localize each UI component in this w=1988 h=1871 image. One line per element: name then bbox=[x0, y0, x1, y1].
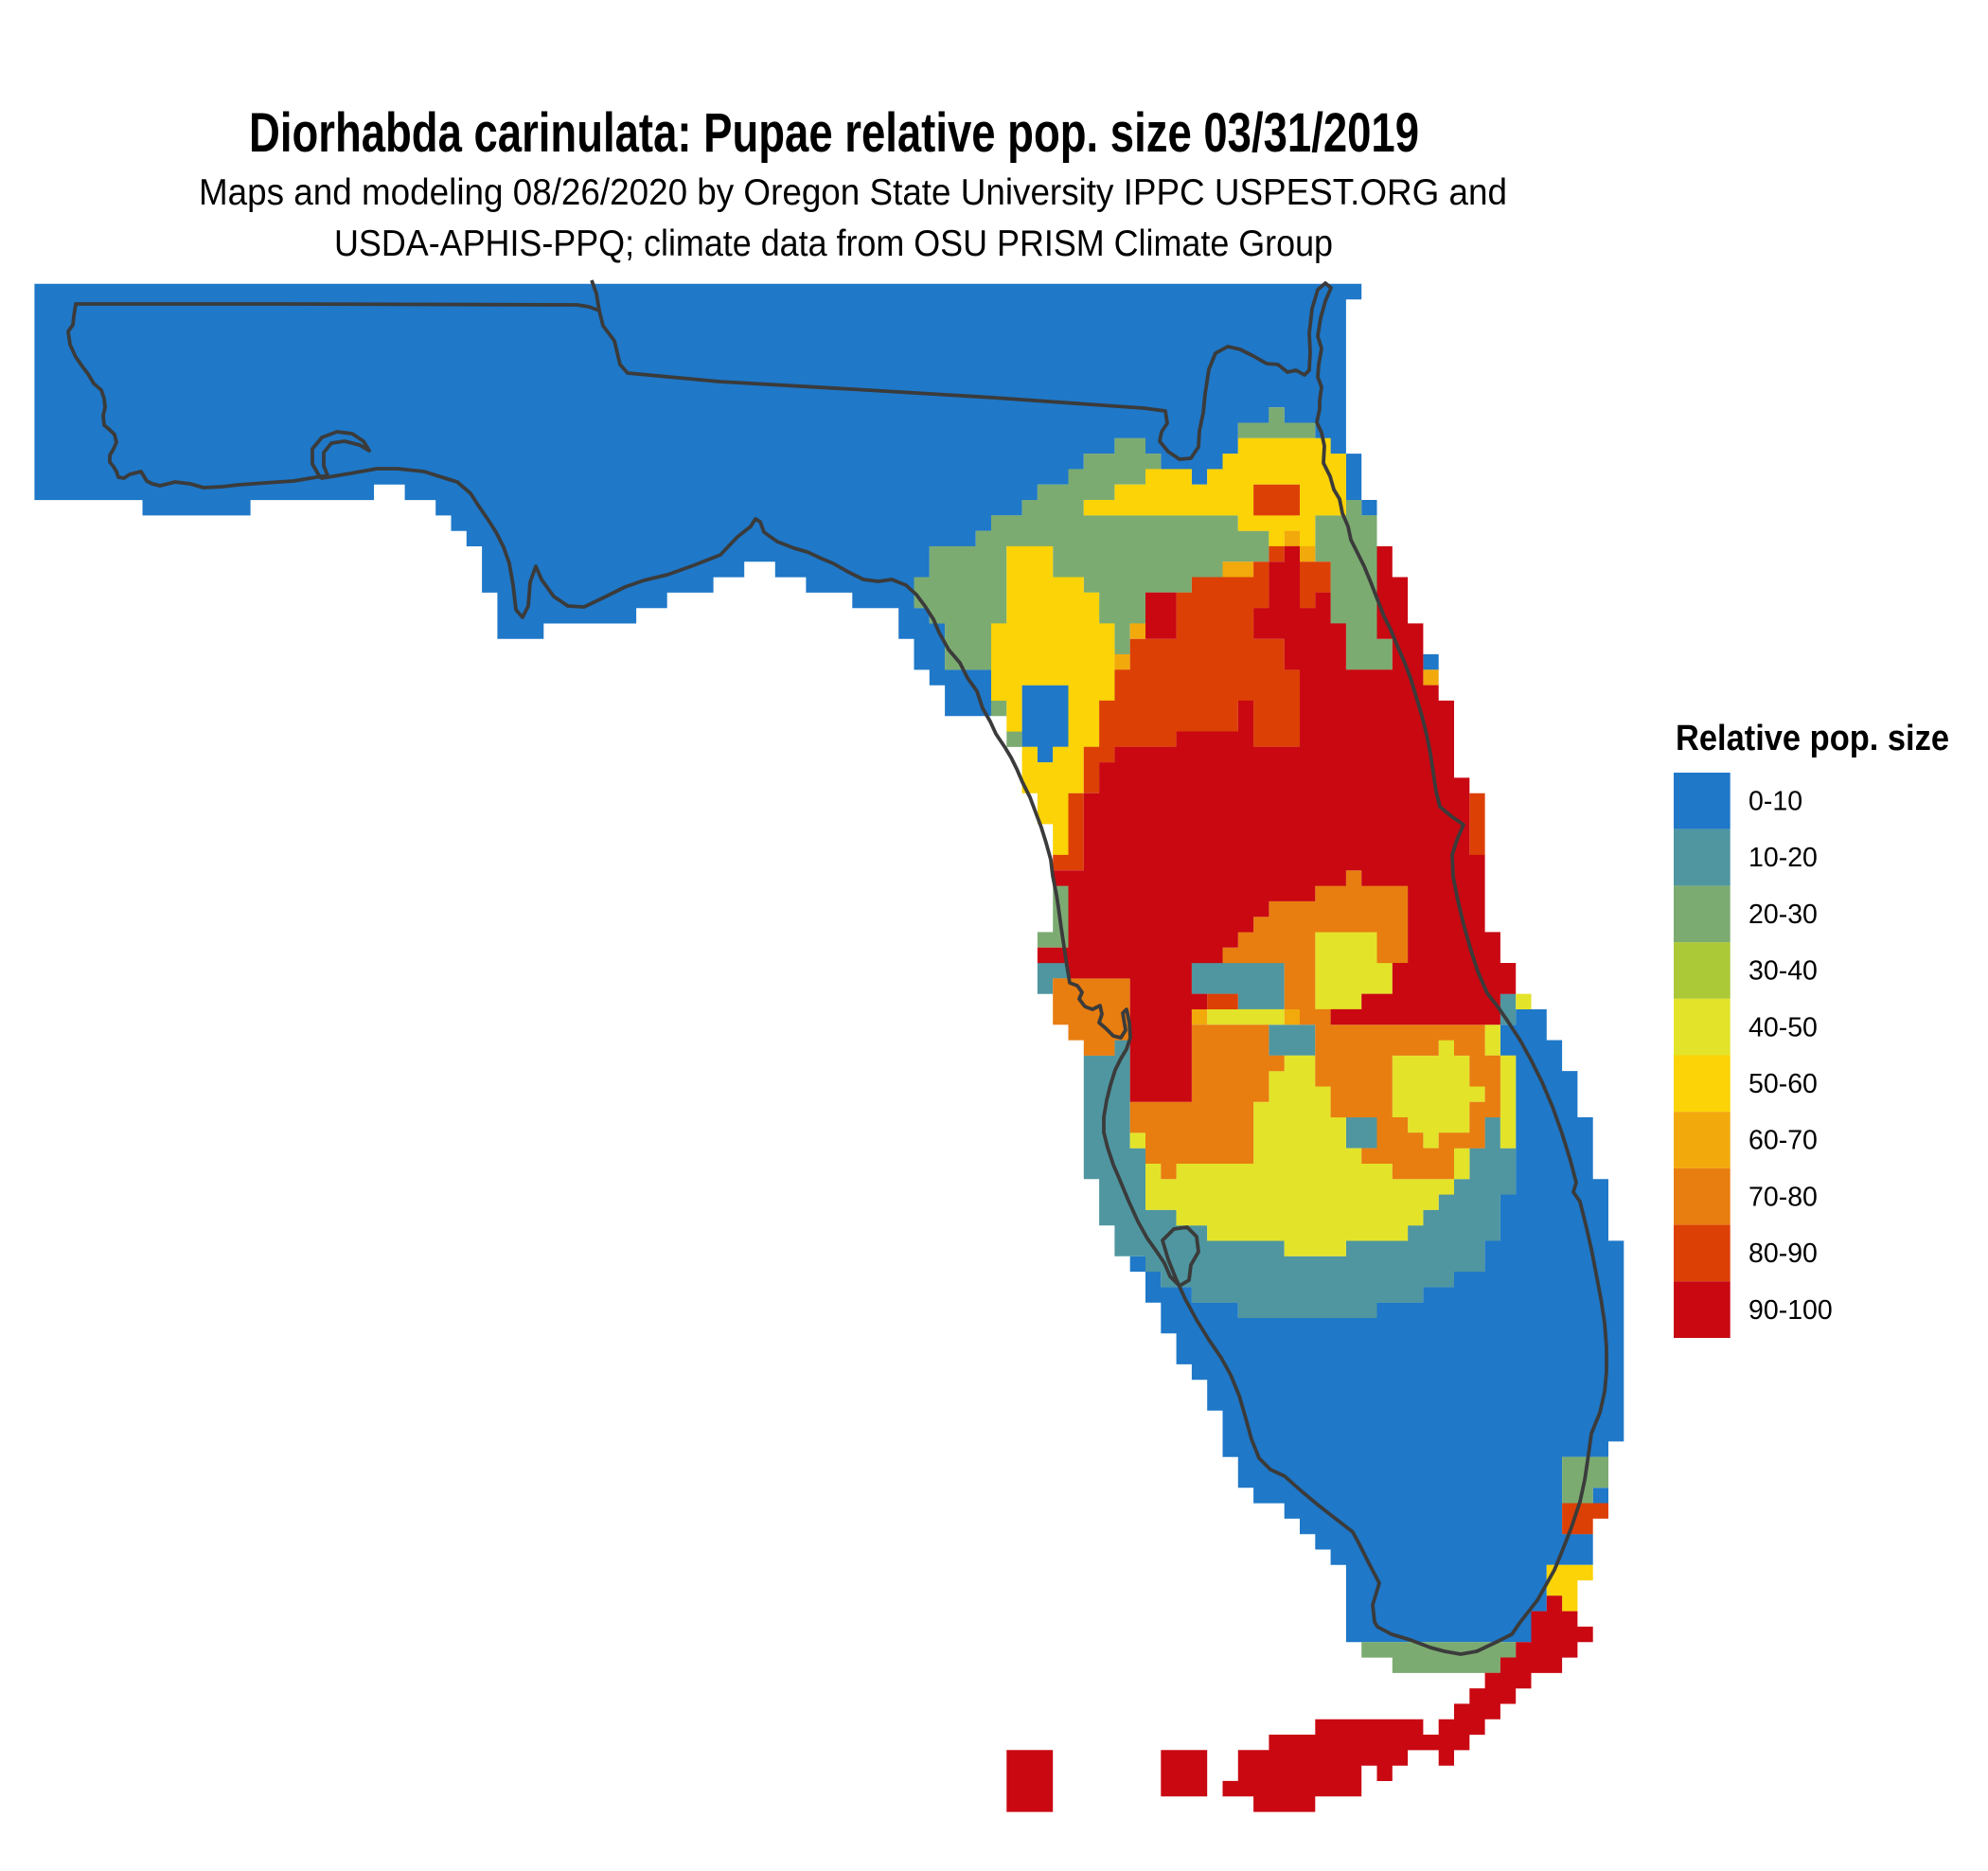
svg-text:0-10: 0-10 bbox=[1748, 787, 1802, 817]
svg-text:Diorhabda carinulata: Pupae re: Diorhabda carinulata: Pupae relative pop… bbox=[249, 102, 1419, 164]
svg-text:10-20: 10-20 bbox=[1748, 843, 1818, 873]
svg-text:USDA-APHIS-PPQ; climate data f: USDA-APHIS-PPQ; climate data from OSU PR… bbox=[334, 223, 1333, 264]
svg-text:50-60: 50-60 bbox=[1748, 1069, 1818, 1099]
svg-text:20-30: 20-30 bbox=[1748, 900, 1818, 930]
svg-text:Relative pop. size: Relative pop. size bbox=[1676, 719, 1949, 758]
svg-text:60-70: 60-70 bbox=[1748, 1126, 1818, 1156]
svg-text:Maps and modeling 08/26/2020 b: Maps and modeling 08/26/2020 by Oregon S… bbox=[199, 172, 1507, 213]
svg-text:30-40: 30-40 bbox=[1748, 956, 1818, 987]
svg-text:80-90: 80-90 bbox=[1748, 1238, 1818, 1269]
svg-text:40-50: 40-50 bbox=[1748, 1012, 1818, 1042]
svg-text:70-80: 70-80 bbox=[1748, 1182, 1818, 1212]
svg-text:90-100: 90-100 bbox=[1748, 1295, 1833, 1326]
